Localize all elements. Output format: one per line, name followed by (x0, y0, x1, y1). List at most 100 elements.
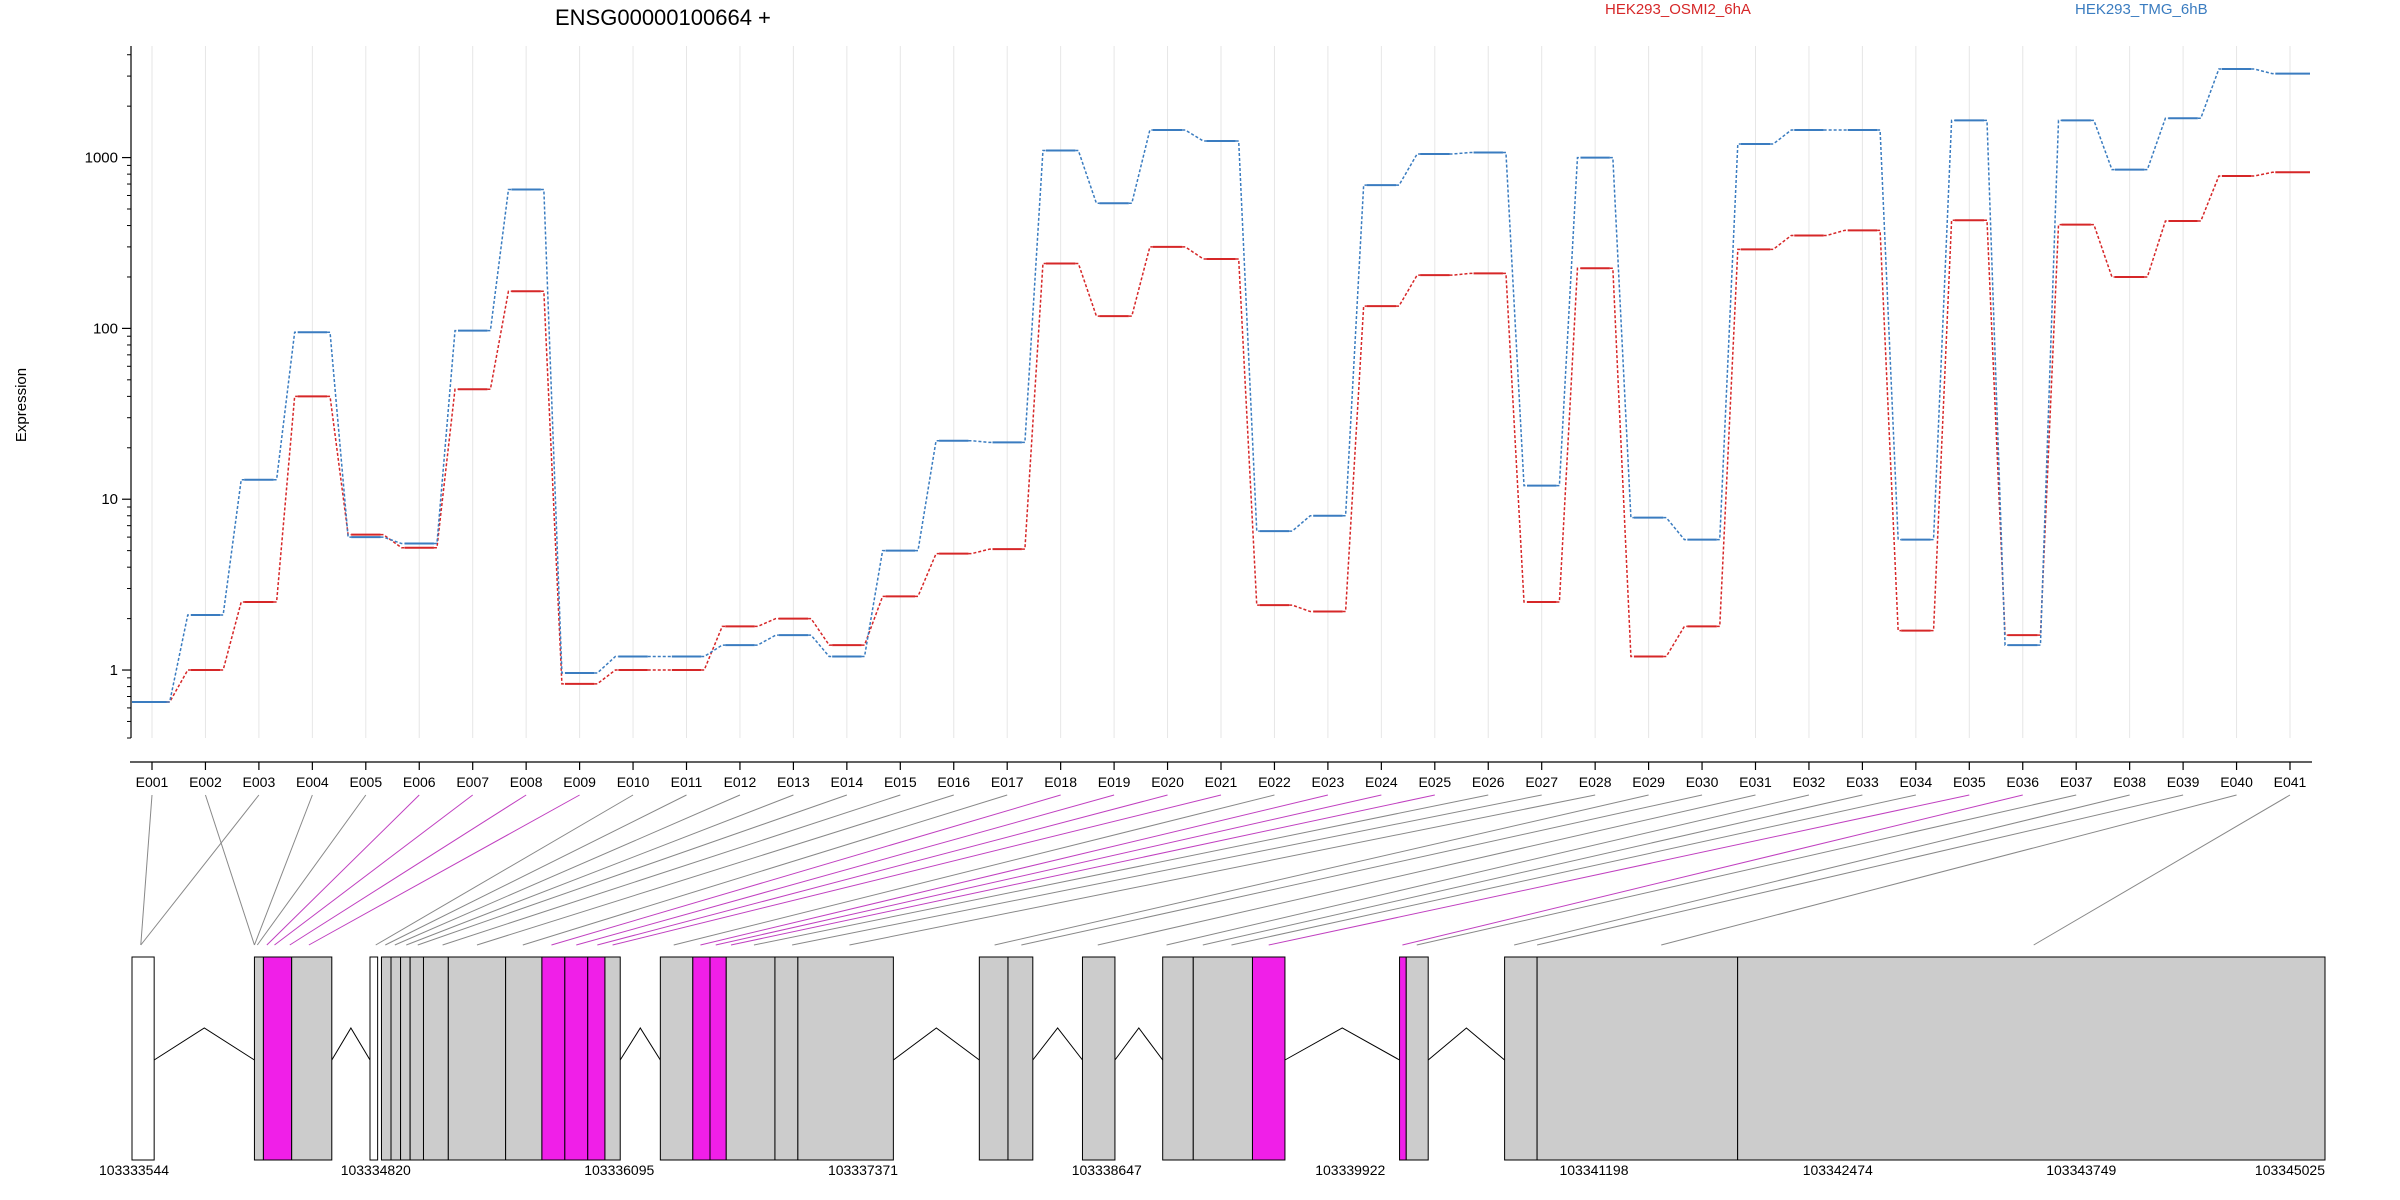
series-osmi (132, 171, 2310, 703)
vertical-gridlines (151, 46, 2291, 738)
series-transition (808, 634, 833, 658)
exon-connector (700, 794, 1329, 946)
coordinate-label: 103345025 (2255, 1162, 2325, 1178)
exon-connector (612, 794, 1222, 946)
series-transition (433, 329, 459, 545)
exon (409, 956, 424, 1161)
chart-title: ENSG00000100664 + (555, 5, 771, 30)
intron-line (893, 1027, 980, 1061)
exon (725, 956, 776, 1161)
series-transition (1396, 274, 1421, 307)
series-transition (1609, 267, 1634, 658)
exon (1162, 956, 1194, 1161)
x-tick-label: E023 (1312, 774, 1345, 790)
exon-highlighted (262, 956, 293, 1161)
series-transition (701, 625, 726, 671)
exon (1081, 956, 1116, 1161)
exon-highlighted (709, 956, 727, 1161)
exon-connector (406, 794, 794, 946)
exon-highlighted (564, 956, 589, 1161)
x-tick-label: E037 (2060, 774, 2093, 790)
series-transition (327, 331, 352, 538)
y-axis-label: Expression (13, 368, 30, 442)
x-axis: E001 E002 E003 E004 E005 E006 E007 E008 E009 E010… (130, 761, 2312, 790)
intron-line (1427, 1027, 1505, 1061)
series-transition (1877, 229, 1902, 632)
exon-highlighted (541, 956, 566, 1161)
exon (291, 956, 333, 1161)
exon (1405, 956, 1429, 1161)
exon-connector (394, 794, 741, 946)
x-tick-label: E030 (1686, 774, 1719, 790)
y-tick-label: 1000 (85, 150, 118, 167)
series-transition (1930, 119, 1955, 541)
x-tick-label: E027 (1525, 774, 1558, 790)
exon (447, 956, 507, 1161)
exon-connector (289, 794, 527, 946)
x-tick-label: E006 (403, 774, 436, 790)
exon (422, 956, 449, 1161)
series-transition (1128, 129, 1153, 205)
series-transition (166, 614, 191, 703)
x-tick-label: E014 (830, 774, 863, 790)
series-transition (433, 388, 459, 549)
series-transition (1984, 119, 2009, 646)
series-transition (2090, 223, 2115, 278)
exon-highlighted (1399, 956, 1407, 1161)
intron-line (331, 1027, 371, 1061)
x-tick-label: E004 (296, 774, 329, 790)
series-transition (1075, 149, 1100, 205)
exon-connector (715, 794, 1382, 946)
x-tick-label: E013 (777, 774, 810, 790)
x-tick-label: E002 (189, 774, 222, 790)
series-transition (1770, 234, 1795, 251)
x-tick-label: E015 (884, 774, 917, 790)
exon-connector (1514, 794, 2130, 946)
coordinate-label: 103341198 (1559, 1162, 1628, 1178)
exon-connector (476, 794, 954, 946)
series-transition (2197, 68, 2222, 119)
exon-highlighted (587, 956, 606, 1161)
series-transition (1663, 516, 1688, 541)
x-tick-label: E033 (1846, 774, 1879, 790)
x-tick-label: E025 (1418, 774, 1451, 790)
x-tick-label: E017 (991, 774, 1024, 790)
x-tick-label: E034 (1899, 774, 1932, 790)
series-transition (2037, 119, 2062, 646)
exon-connector (308, 794, 580, 946)
series-transition (220, 478, 245, 616)
series-transition (914, 439, 940, 552)
series-transition (914, 552, 940, 598)
exon (659, 956, 694, 1161)
exon (797, 956, 894, 1161)
coordinate-label: 103333544 (99, 1162, 169, 1178)
intron-line (153, 1027, 255, 1061)
exon-connector (375, 794, 634, 946)
series-transition (487, 290, 512, 391)
series-transition (1021, 262, 1046, 550)
series-transition (1502, 272, 1527, 603)
series-transition (754, 634, 779, 646)
exon-connector (1021, 794, 1703, 946)
series-transition (540, 290, 565, 685)
exon (505, 956, 543, 1161)
series-transition (1449, 272, 1474, 276)
x-tick-label: E040 (2220, 774, 2253, 790)
x-tick-label: E009 (563, 774, 596, 790)
series-transition (220, 601, 245, 671)
exon (390, 956, 402, 1161)
x-tick-label: E029 (1632, 774, 1665, 790)
exon (1192, 956, 1253, 1161)
coordinate-label: 103334820 (341, 1162, 411, 1178)
exon-connector (385, 794, 687, 946)
series-transition (861, 595, 886, 646)
series-transition (2090, 119, 2115, 171)
series-transition (1930, 219, 1955, 632)
series-transition (2251, 171, 2276, 177)
series-lines (132, 68, 2310, 703)
series-transition (754, 617, 779, 628)
series-tmg (132, 68, 2310, 703)
series-transition (808, 617, 833, 646)
legend-series-tmg: HEK293_TMG_6hB (2075, 1, 2208, 18)
coordinate-label: 103337371 (828, 1162, 898, 1178)
